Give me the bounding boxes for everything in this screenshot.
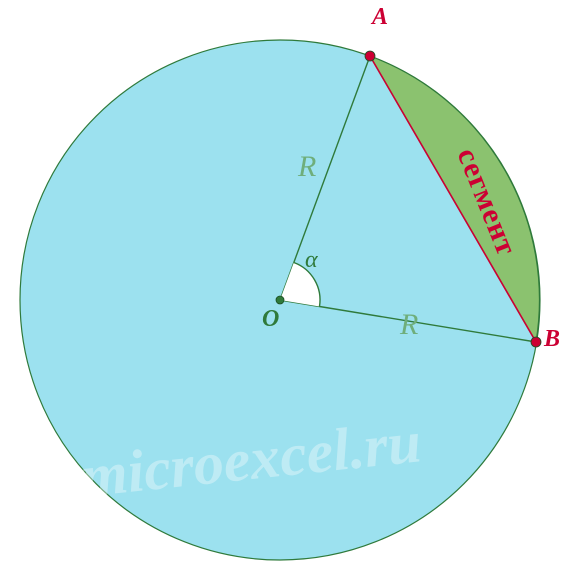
label-B: B	[544, 326, 560, 353]
label-A: A	[372, 4, 388, 31]
label-R1: R	[298, 150, 316, 184]
label-R2: R	[400, 308, 418, 342]
label-O: O	[262, 306, 279, 333]
label-alpha: α	[305, 247, 318, 274]
circle-segment-diagram	[0, 0, 569, 568]
